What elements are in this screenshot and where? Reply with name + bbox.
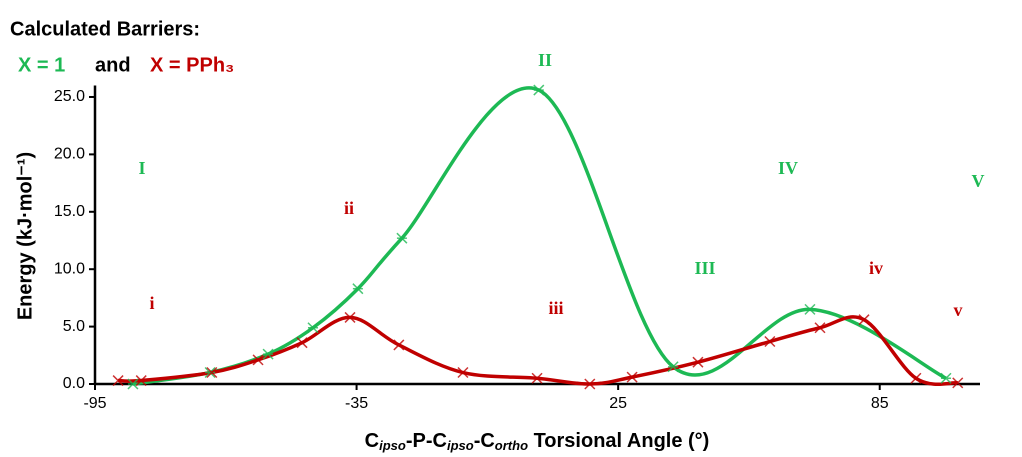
- annotation: I: [138, 158, 145, 178]
- x-axis-label-part: C: [365, 430, 379, 452]
- annotation: IV: [778, 158, 798, 178]
- data-point: [397, 233, 407, 243]
- y-tick-label: 25.0: [54, 88, 85, 105]
- y-tick-label: 5.0: [63, 318, 85, 335]
- y-tick-label: 10.0: [54, 260, 85, 277]
- series-line: [118, 317, 958, 384]
- legend-separator: and: [95, 54, 131, 76]
- data-point: [805, 304, 815, 314]
- data-point: [205, 368, 215, 378]
- data-point: [353, 284, 363, 294]
- annotation: II: [538, 50, 552, 70]
- annotation: i: [149, 293, 154, 313]
- x-axis-label-part: Torsional Angle (°): [528, 430, 709, 452]
- x-axis-label-sub: ipso: [379, 438, 406, 453]
- data-point: [941, 373, 951, 383]
- x-tick-label: -95: [83, 395, 106, 412]
- annotation: v: [954, 300, 963, 320]
- data-point: [308, 323, 318, 333]
- annotation: ii: [344, 198, 354, 218]
- series-line: [133, 88, 946, 384]
- legend-entry: X = PPh₃: [150, 54, 234, 76]
- x-tick-label: 25: [609, 395, 627, 412]
- annotation: III: [694, 258, 715, 278]
- x-axis-label-sub: ortho: [495, 438, 528, 453]
- data-point: [668, 362, 678, 372]
- chart-title: Calculated Barriers:: [10, 18, 200, 40]
- chart: Calculated Barriers: X = 1 and X = PPh₃ …: [0, 0, 1022, 457]
- annotation: iii: [548, 298, 563, 318]
- legend-entry: X = 1: [18, 54, 65, 76]
- y-tick-label: 20.0: [54, 146, 85, 163]
- data-point: [911, 373, 921, 383]
- x-tick-label: -35: [345, 395, 368, 412]
- y-axis-label: Energy (kJ·mol⁻¹): [14, 152, 36, 320]
- annotation: iv: [869, 258, 883, 278]
- annotation: V: [972, 171, 985, 191]
- x-axis-label: Cipso-P-Cipso-Cortho Torsional Angle (°): [365, 430, 710, 453]
- y-tick-label: 0.0: [63, 375, 85, 392]
- y-tick-label: 15.0: [54, 203, 85, 220]
- x-axis-label-part: -P-C: [406, 430, 447, 452]
- x-axis-label-part: -C: [474, 430, 495, 452]
- data-point: [534, 85, 544, 95]
- x-tick-label: 85: [871, 395, 889, 412]
- x-axis-label-sub: ipso: [447, 438, 474, 453]
